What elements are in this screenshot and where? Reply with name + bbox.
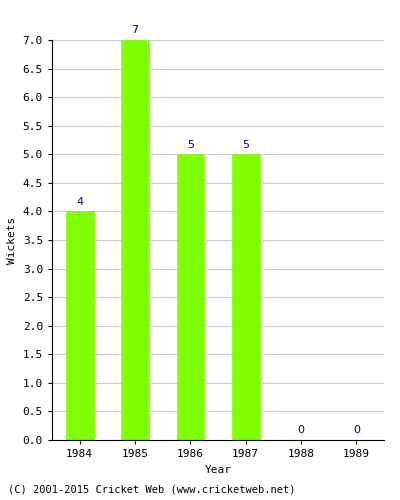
- Text: 5: 5: [187, 140, 194, 149]
- Text: 4: 4: [76, 197, 83, 207]
- Bar: [121, 40, 149, 440]
- Text: (C) 2001-2015 Cricket Web (www.cricketweb.net): (C) 2001-2015 Cricket Web (www.cricketwe…: [8, 485, 296, 495]
- Text: 7: 7: [132, 26, 138, 36]
- Bar: [232, 154, 260, 440]
- X-axis label: Year: Year: [204, 464, 232, 474]
- Y-axis label: Wickets: Wickets: [7, 216, 17, 264]
- Bar: [66, 212, 94, 440]
- Text: 0: 0: [298, 426, 304, 436]
- Text: 0: 0: [353, 426, 360, 436]
- Text: 5: 5: [242, 140, 249, 149]
- Bar: [176, 154, 204, 440]
